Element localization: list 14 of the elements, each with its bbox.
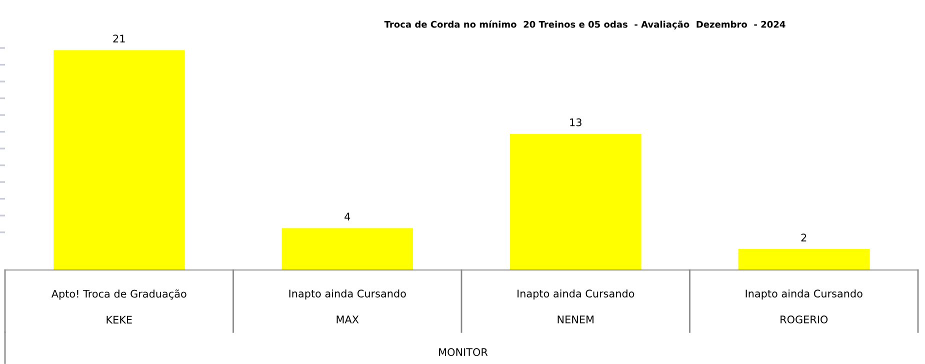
bar	[738, 249, 870, 270]
category-label: Apto! Troca de Graduação KEKE	[51, 289, 186, 324]
category-label: Inapto ainda Cursando ROGERIO	[746, 289, 862, 324]
category-label: Inapto ainda Cursando MAX	[289, 289, 406, 324]
category-label: Inapto ainda Cursando NENEM	[518, 289, 634, 324]
bar	[54, 50, 185, 270]
data-label: 21	[113, 34, 125, 42]
bar	[282, 228, 413, 270]
bar	[510, 134, 642, 270]
text: MONITOR	[439, 348, 488, 356]
chart-title: Troca de Corda no mínimo 20 Treinos e 05 odas - Avaliação Dezembro - 2024	[384, 20, 786, 30]
data-label: 13	[570, 118, 582, 126]
data-label: 2	[801, 234, 806, 242]
data-label: 4	[344, 212, 350, 220]
